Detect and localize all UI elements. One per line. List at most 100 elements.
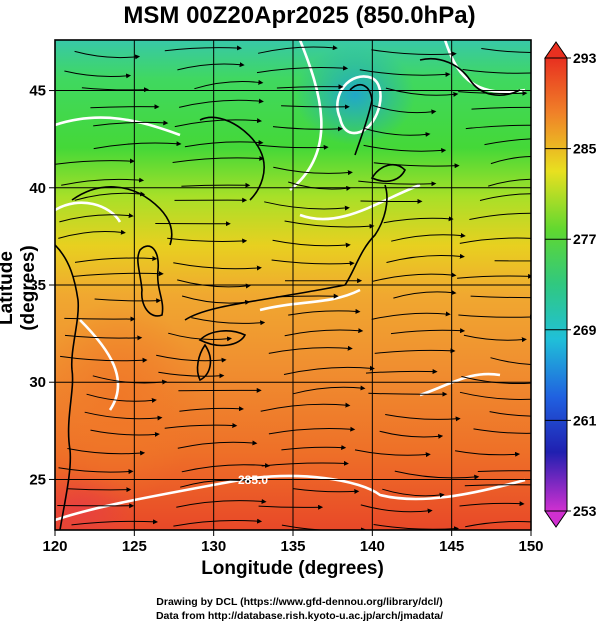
streamline (58, 467, 134, 475)
y-tick-label: 40 (29, 180, 46, 197)
x-axis-label: Longitude (degrees) (201, 558, 384, 579)
streamline (459, 391, 531, 400)
streamline (390, 328, 466, 335)
streamline (462, 69, 531, 74)
streamline (177, 62, 245, 71)
streamline (94, 298, 162, 304)
streamline (168, 332, 232, 342)
colorbar-max-triangle (544, 41, 568, 59)
streamline (255, 144, 329, 150)
streamline (257, 45, 338, 54)
svg-text:285.0: 285.0 (238, 473, 268, 487)
streamline (258, 504, 324, 510)
streamline (371, 49, 457, 57)
streamline (363, 144, 447, 154)
streamline (288, 308, 361, 316)
streamline (181, 182, 251, 188)
streamline (360, 504, 433, 514)
colorbar-tick-label: 261 (573, 412, 597, 428)
streamline (358, 180, 437, 187)
streamline (371, 311, 451, 320)
streamline (383, 216, 454, 224)
streamline (271, 259, 355, 266)
streamline (173, 262, 262, 271)
streamline (81, 87, 149, 93)
streamline (484, 138, 531, 146)
streamline (477, 470, 531, 472)
streamline (260, 402, 351, 412)
colorbar-tick-label: 277 (573, 231, 597, 247)
streamline (90, 104, 160, 110)
streamline (177, 440, 258, 449)
streamline (464, 484, 531, 487)
streamline (373, 162, 460, 169)
streamline (179, 406, 244, 412)
streamline (489, 411, 531, 417)
streamline (164, 45, 242, 52)
x-tick-label: 120 (42, 538, 67, 555)
streamline (490, 357, 531, 366)
streamline (393, 290, 457, 299)
y-tick-label: 35 (29, 277, 46, 294)
streamline (74, 191, 146, 201)
streamline (272, 126, 343, 132)
streamline (74, 256, 158, 263)
streamline (372, 105, 437, 115)
streamline (364, 128, 431, 137)
streamline (164, 422, 238, 429)
streamline (58, 229, 126, 239)
streamline (379, 430, 444, 439)
streamline (177, 279, 251, 289)
streamline (385, 87, 459, 97)
y-axis-label: Latitude (degrees) (0, 245, 39, 331)
streamline (64, 316, 136, 322)
streamline (71, 519, 158, 526)
x-axis-ticks: 120 125 130 135 140 145 150 (42, 530, 544, 555)
x-tick-label: 130 (201, 538, 226, 555)
x-tick-label: 145 (439, 538, 464, 555)
streamline (174, 118, 262, 128)
streamline (268, 426, 356, 435)
colorbar: 293 285 277 269 261 253 (544, 41, 597, 528)
streamline (459, 501, 525, 507)
streamline (374, 348, 456, 354)
streamline (373, 524, 459, 530)
streamline (167, 237, 248, 244)
streamline (386, 253, 465, 263)
streamline (74, 50, 141, 60)
streamline (382, 488, 445, 498)
streamline (59, 213, 134, 223)
streamline (268, 345, 353, 354)
colorbar-min-triangle (544, 510, 568, 528)
streamline (67, 448, 146, 456)
streamline (394, 470, 480, 480)
streamline (458, 314, 531, 320)
streamline (86, 393, 157, 403)
streamline (455, 450, 521, 457)
streamline (391, 233, 466, 242)
streamline (470, 295, 531, 299)
streamline (273, 166, 353, 176)
colorbar-tick-label: 253 (573, 503, 597, 519)
coastlines (55, 58, 521, 530)
streamline (176, 498, 267, 508)
streamline (471, 106, 531, 110)
streamline (60, 355, 148, 363)
colorbar-tick-label: 269 (573, 322, 597, 338)
streamline (458, 90, 528, 96)
x-tick-label: 150 (518, 538, 543, 555)
streamline (488, 178, 531, 187)
credit-data-source: Data from http://database.rish.kyoto-u.a… (155, 610, 444, 622)
streamline (256, 65, 349, 74)
streamline (292, 488, 360, 494)
streamline (181, 463, 270, 473)
streamline (180, 478, 252, 488)
streamline (359, 69, 451, 78)
streamline (194, 79, 264, 90)
streamline (465, 124, 531, 130)
streamline (284, 328, 364, 337)
streamline (465, 521, 531, 528)
streamline (459, 237, 531, 244)
streamline (469, 212, 531, 220)
